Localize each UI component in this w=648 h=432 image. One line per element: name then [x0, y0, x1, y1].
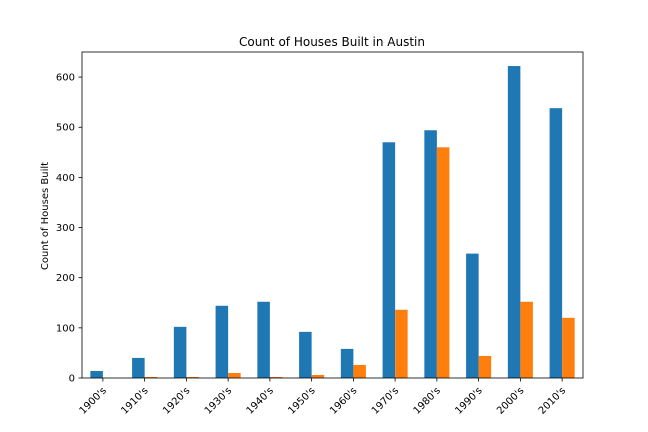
- bar-series2-6: [353, 364, 366, 378]
- bar-series2-10: [520, 301, 533, 378]
- y-axis-label: Count of Houses Built: [40, 162, 51, 270]
- y-tick-label-1: 100: [56, 323, 75, 334]
- bar-series1-4: [257, 301, 270, 378]
- bar-series2-3: [228, 372, 241, 378]
- bar-series2-9: [478, 355, 492, 378]
- bar-series2-1: [144, 377, 158, 378]
- bar-series2-8: [436, 147, 450, 378]
- bar-series1-6: [340, 348, 354, 378]
- y-axis-ticks: 0 100 200 300 400 500 600: [56, 73, 82, 385]
- bar-series1-11: [549, 108, 563, 379]
- bar-series1-5: [299, 331, 312, 378]
- bar-series1-3: [215, 305, 229, 378]
- bars-layer: [90, 66, 575, 379]
- plot-area-frame: [81, 51, 584, 379]
- y-tick-label-5: 500: [56, 123, 75, 134]
- y-tick-label-4: 400: [56, 173, 75, 184]
- bar-series1-1: [132, 357, 145, 378]
- bar-series1-10: [507, 66, 521, 378]
- bar-series2-7: [395, 309, 408, 378]
- bar-series2-2: [186, 377, 199, 378]
- bar-series1-9: [466, 253, 479, 378]
- bar-series1-2: [173, 326, 187, 378]
- chart-title: Count of Houses Built in Austin: [239, 35, 425, 49]
- y-tick-label-3: 300: [56, 223, 75, 234]
- bar-series1-7: [382, 142, 396, 378]
- bar-series2-11: [562, 317, 575, 378]
- bar-series1-8: [424, 130, 437, 378]
- y-tick-label-0: 0: [69, 374, 75, 385]
- bar-series1-0: [90, 370, 103, 378]
- bar-series2-4: [269, 377, 283, 378]
- y-tick-label-2: 200: [56, 273, 75, 284]
- y-tick-label-6: 600: [56, 73, 75, 84]
- bar-series2-5: [311, 374, 325, 378]
